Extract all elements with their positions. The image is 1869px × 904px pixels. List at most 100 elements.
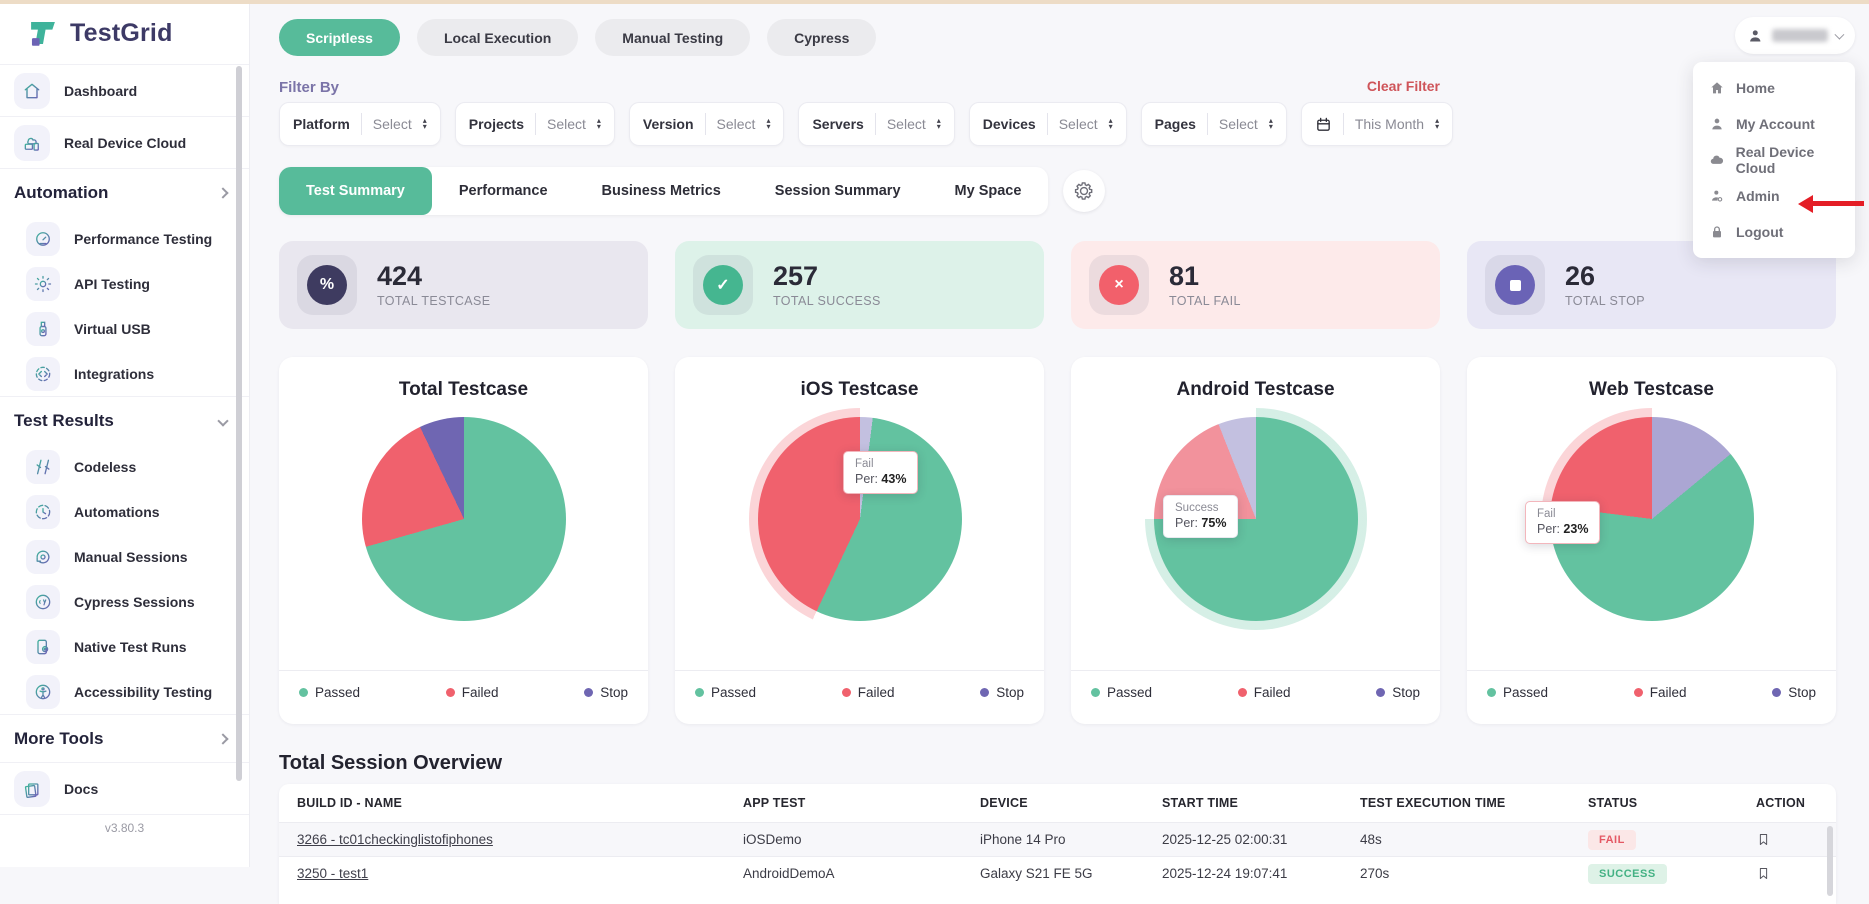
sidebar-item-real-device-cloud[interactable]: Real Device Cloud	[0, 116, 249, 168]
sidebar-item-performance-testing[interactable]: Performance Testing	[0, 216, 249, 261]
sidebar-item-accessibility-testing[interactable]: Accessibility Testing	[0, 669, 249, 714]
pages-select[interactable]: Pages Select ▴ ▾	[1140, 102, 1287, 146]
platform-select[interactable]: Platform Select ▴ ▾	[279, 102, 441, 146]
tab-my-space[interactable]: My Space	[954, 183, 1022, 199]
table-scrollbar[interactable]	[1827, 826, 1833, 896]
session-overview-table: BUILD ID - NAME APP TEST DEVICE START TI…	[279, 784, 1836, 904]
servers-select[interactable]: Servers Select ▴ ▾	[798, 102, 955, 146]
chart-web-testcase: Web Testcase Fail Per: 23% Passed Failed…	[1467, 357, 1836, 724]
tab-cypress[interactable]: Cypress	[767, 19, 877, 56]
cross-icon: ×	[1099, 265, 1139, 305]
tab-test-summary[interactable]: Test Summary	[279, 167, 432, 215]
brand-name: TestGrid	[70, 18, 173, 47]
stop-dot-icon	[1772, 688, 1782, 697]
chart-title: Total Testcase	[398, 379, 529, 400]
phone-gear-icon	[26, 629, 60, 664]
brand-logo[interactable]: TestGrid	[0, 0, 249, 64]
chevron-right-icon	[217, 732, 229, 745]
bookmark-icon[interactable]	[1756, 831, 1836, 848]
sidebar-item-automations[interactable]: Automations	[0, 489, 249, 534]
sidebar: TestGrid Dashboard Real Device Cloud Aut…	[0, 0, 250, 867]
execution-type-tabs: Scriptless Local Execution Manual Testin…	[279, 19, 1836, 56]
sort-arrows-icon: ▴ ▾	[766, 116, 771, 131]
sort-arrows-icon: ▴ ▾	[1108, 116, 1113, 131]
sort-arrows-icon: ▴ ▾	[1268, 116, 1273, 131]
chart-legend: Passed Failed Stop	[1467, 670, 1836, 724]
sidebar-item-label: Real Device Cloud	[64, 134, 187, 151]
session-overview-title: Total Session Overview	[279, 752, 503, 774]
sort-arrows-icon: ▴ ▾	[596, 116, 601, 131]
user-dropdown-menu: Home My Account Real Device Cloud Admin …	[1693, 62, 1855, 258]
sidebar-section-automation[interactable]: Automation	[0, 168, 249, 216]
person-icon	[1712, 118, 1722, 130]
pie-chart[interactable]	[361, 417, 566, 621]
admin-icon	[1712, 190, 1723, 202]
lock-icon	[1713, 226, 1721, 238]
stop-dot-icon	[980, 688, 990, 697]
chart-title: Android Testcase	[1176, 379, 1335, 400]
menu-item-admin[interactable]: Admin	[1693, 178, 1855, 214]
user-menu-button[interactable]	[1735, 17, 1855, 54]
tab-manual-testing[interactable]: Manual Testing	[595, 19, 751, 56]
session-refresh-icon	[26, 539, 60, 574]
bookmark-icon[interactable]	[1756, 865, 1836, 882]
filter-by-label: Filter By	[279, 79, 340, 96]
sidebar-item-cypress-sessions[interactable]: Cypress Sessions	[0, 579, 249, 624]
chart-legend: Passed Failed Stop	[279, 670, 648, 724]
sidebar-item-docs[interactable]: Docs	[0, 762, 249, 814]
menu-item-logout[interactable]: Logout	[1693, 214, 1855, 250]
usb-icon	[26, 311, 60, 346]
gear-icon	[1075, 182, 1093, 200]
stop-dot-icon	[584, 688, 594, 697]
sidebar-item-native-test-runs[interactable]: Native Test Runs	[0, 624, 249, 669]
testgrid-logo-icon	[31, 21, 55, 46]
settings-gear-button[interactable]	[1063, 170, 1106, 212]
user-icon	[1750, 29, 1761, 42]
tab-scriptless[interactable]: Scriptless	[279, 19, 400, 56]
menu-item-my-account[interactable]: My Account	[1693, 106, 1855, 142]
sort-arrows-icon: ▴ ▾	[422, 116, 427, 131]
build-link[interactable]: 3266 - tc01checkinglistofiphones	[297, 832, 493, 847]
top-accent-strip	[0, 0, 1869, 4]
stat-total-testcase: % 424 TOTAL TESTCASE	[279, 241, 648, 329]
api-gear-icon	[26, 266, 60, 301]
menu-item-home[interactable]: Home	[1693, 70, 1855, 106]
sidebar-section-test-results[interactable]: Test Results	[0, 396, 249, 444]
clear-filter-link[interactable]: Clear Filter	[1366, 78, 1440, 94]
sidebar-section-more-tools[interactable]: More Tools	[0, 714, 249, 762]
table-row: 3266 - tc01checkinglistofiphones iOSDemo…	[279, 822, 1836, 856]
stats-row: % 424 TOTAL TESTCASE ✓ 257 TOTAL SUCCESS ×…	[279, 241, 1836, 329]
projects-select[interactable]: Projects Select ▴ ▾	[454, 102, 615, 146]
date-range-select[interactable]: This Month ▴ ▾	[1300, 102, 1454, 146]
view-tabs-row: Test Summary Performance Business Metric…	[279, 167, 1836, 215]
failed-dot-icon	[1237, 688, 1247, 697]
cloud-icon	[1710, 155, 1724, 164]
tab-business-metrics[interactable]: Business Metrics	[601, 183, 721, 199]
username-blurred	[1771, 29, 1829, 42]
sidebar-item-manual-sessions[interactable]: Manual Sessions	[0, 534, 249, 579]
sidebar-item-codeless[interactable]: Codeless	[0, 444, 249, 489]
version-select[interactable]: Version Select ▴ ▾	[628, 102, 785, 146]
percent-icon: %	[307, 265, 347, 305]
passed-dot-icon	[1091, 688, 1100, 697]
chart-legend: Passed Failed Stop	[675, 670, 1044, 724]
pie-chart[interactable]	[757, 417, 962, 621]
table-row: 3250 - test1 AndroidDemoA Galaxy S21 FE …	[279, 856, 1836, 890]
performance-icon	[26, 221, 60, 256]
chart-tooltip: Fail Per: 23%	[1525, 501, 1601, 544]
chevron-down-icon	[217, 414, 229, 427]
sidebar-item-virtual-usb[interactable]: Virtual USB	[0, 306, 249, 351]
devices-select[interactable]: Devices Select ▴ ▾	[968, 102, 1127, 146]
sidebar-item-api-testing[interactable]: API Testing	[0, 261, 249, 306]
tab-session-summary[interactable]: Session Summary	[774, 183, 901, 199]
stat-total-fail: × 81 TOTAL FAIL	[1071, 241, 1440, 329]
sidebar-scrollbar[interactable]	[236, 66, 242, 781]
failed-dot-icon	[1633, 688, 1643, 697]
build-link[interactable]: 3250 - test1	[297, 866, 369, 881]
sidebar-item-dashboard[interactable]: Dashboard	[0, 64, 249, 116]
tab-performance[interactable]: Performance	[458, 183, 548, 199]
calendar-icon	[1315, 116, 1332, 133]
tab-local-execution[interactable]: Local Execution	[416, 19, 579, 56]
sidebar-item-integrations[interactable]: Integrations	[0, 351, 249, 396]
menu-item-real-device-cloud[interactable]: Real Device Cloud	[1693, 142, 1855, 178]
